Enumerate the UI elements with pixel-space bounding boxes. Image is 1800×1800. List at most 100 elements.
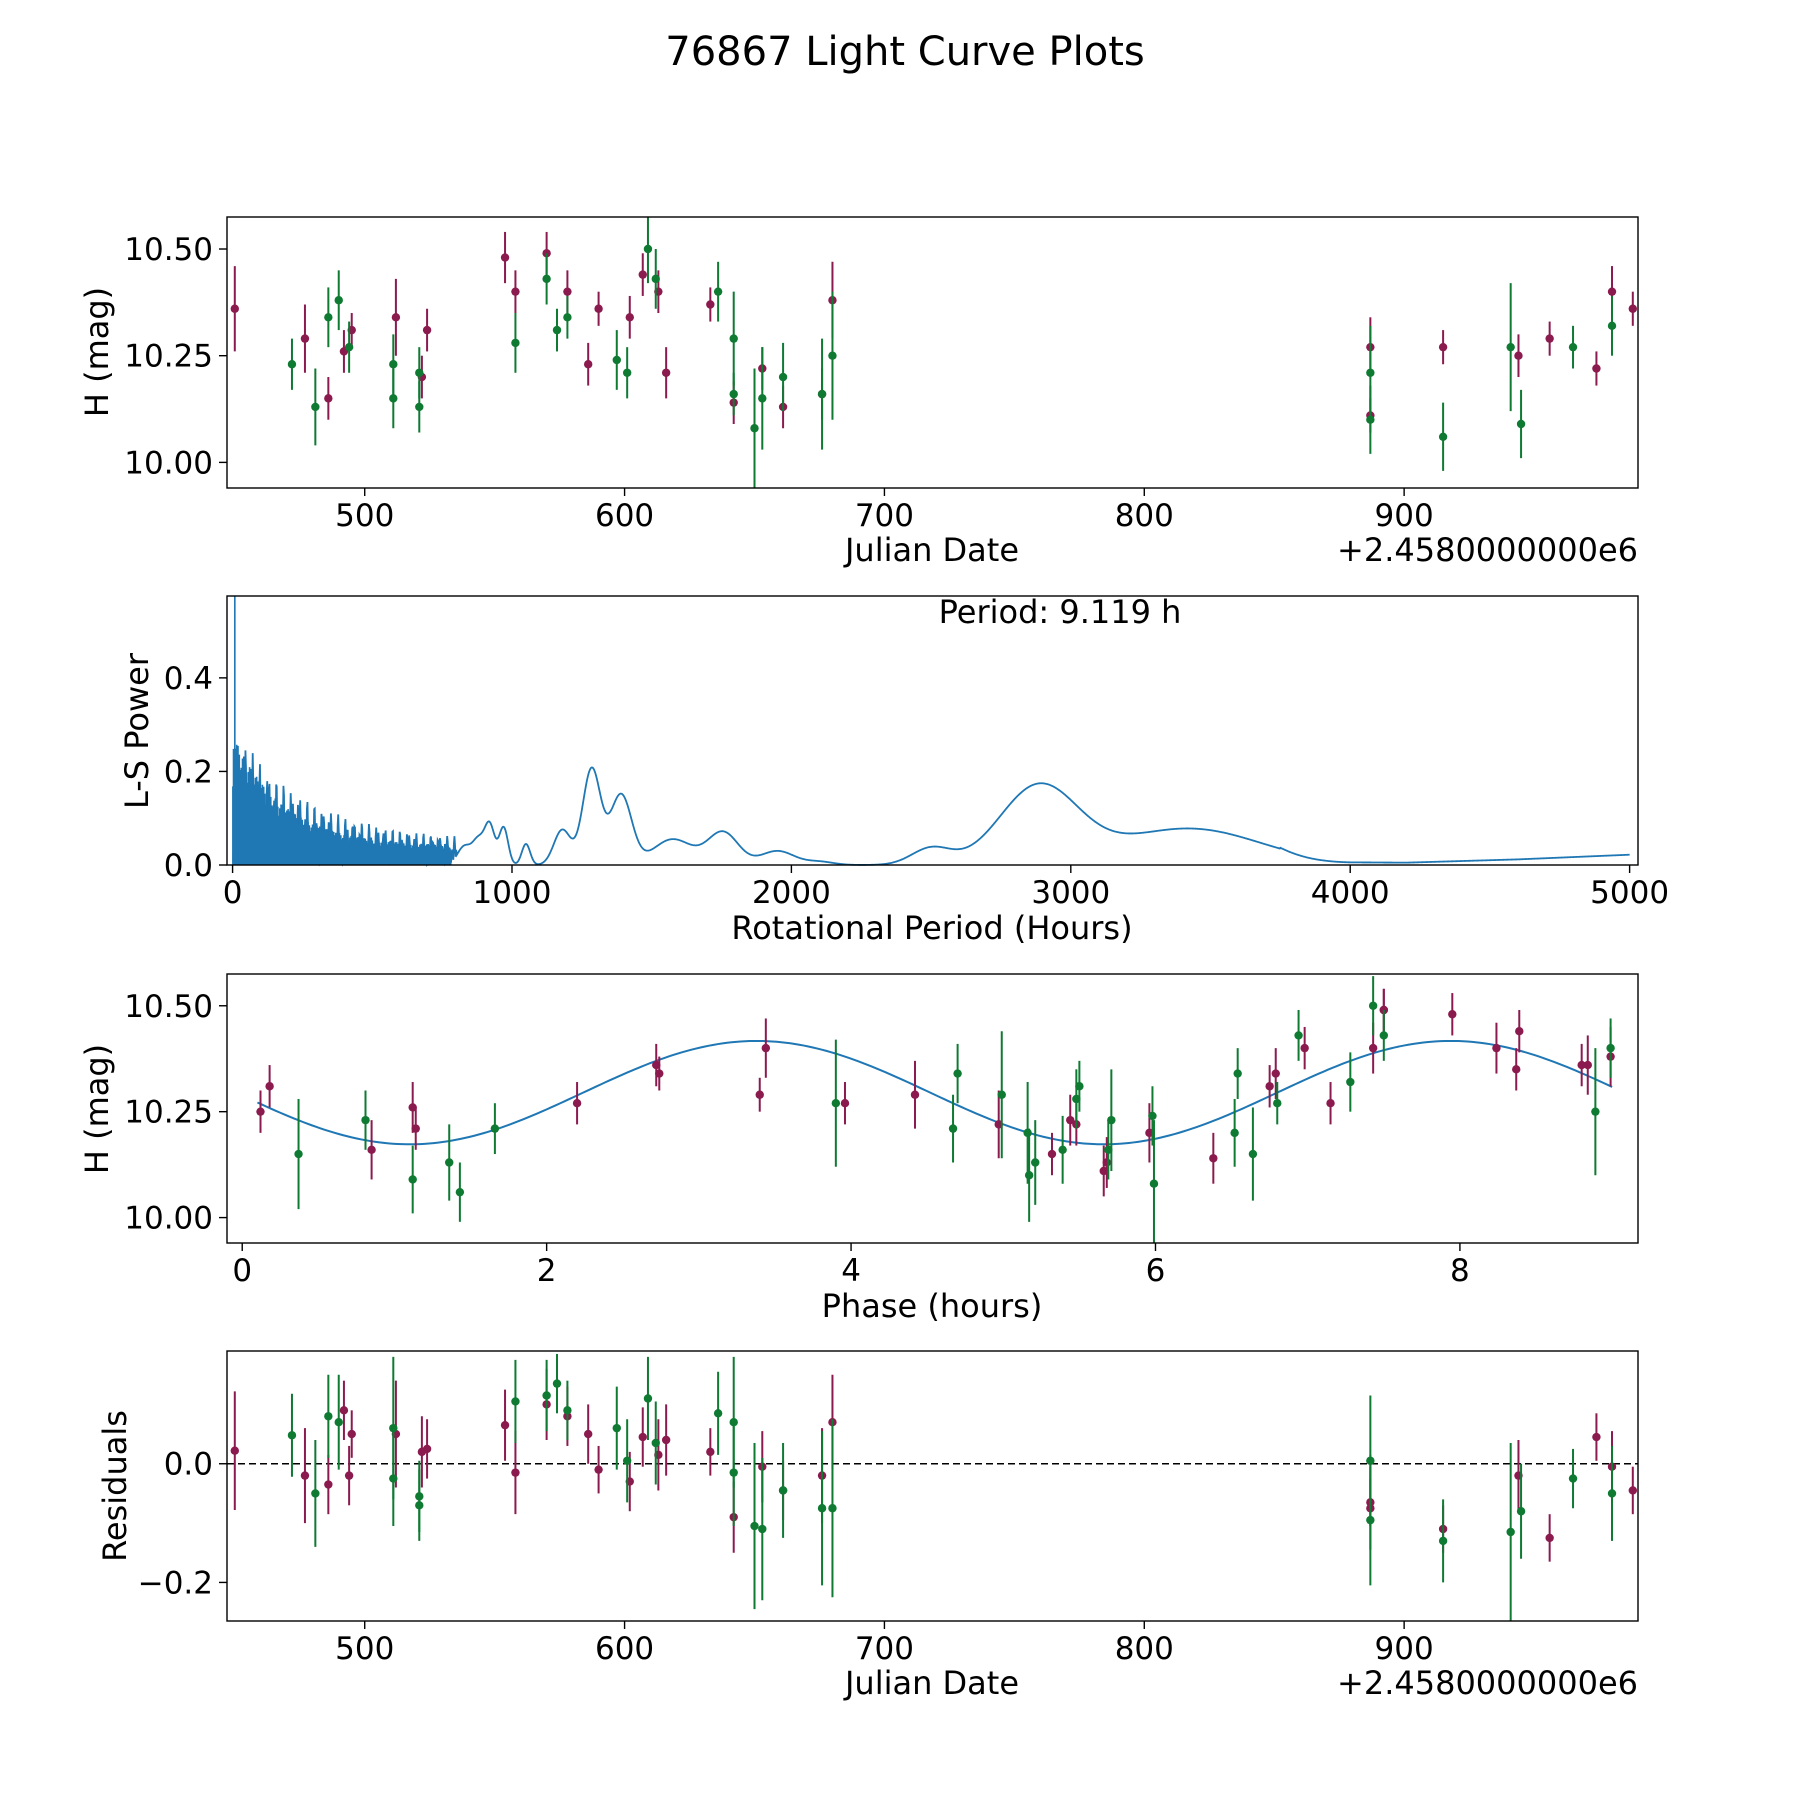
phased-ylabel: H (mag) xyxy=(78,1044,116,1174)
periodogram-axes-frame xyxy=(226,595,1639,866)
filter-b-point xyxy=(415,402,424,412)
filter-a-point xyxy=(563,287,572,296)
residuals-points xyxy=(227,1353,1638,1621)
y-tick-label: 0.4 xyxy=(164,661,213,697)
filter-b-point xyxy=(778,372,788,382)
filter-b-point xyxy=(1058,1145,1067,1155)
filter-b-point xyxy=(622,1456,632,1465)
filter-b-point xyxy=(415,368,424,377)
filter-a-point xyxy=(344,1471,354,1480)
y-tick-label: 10.00 xyxy=(124,445,213,481)
filter-a-point xyxy=(367,1145,376,1155)
filter-a-point xyxy=(500,253,510,262)
filter-b-point xyxy=(1024,1171,1034,1180)
x-tick-label: 700 xyxy=(855,498,914,534)
filter-a-point xyxy=(1628,1486,1638,1495)
lightcurve-axes-frame xyxy=(226,216,1639,489)
periodogram-line xyxy=(232,746,1630,868)
filter-a-point xyxy=(755,1090,764,1099)
period-annotation: Period: 9.119 h xyxy=(939,593,1182,631)
filter-a-point xyxy=(1368,1043,1378,1053)
periodogram-line-group xyxy=(232,596,1630,868)
filter-b-point xyxy=(1379,1031,1389,1040)
filter-a-point xyxy=(1607,287,1617,296)
y-tick-label: 0.2 xyxy=(164,754,213,790)
filter-b-point xyxy=(389,1474,398,1483)
filter-b-point xyxy=(612,355,621,365)
filter-b-point xyxy=(1516,1507,1526,1516)
filter-b-point xyxy=(1366,368,1375,377)
filter-a-point xyxy=(706,1447,715,1457)
filter-a-point xyxy=(1300,1043,1309,1053)
filter-b-point xyxy=(643,244,653,254)
filter-b-point xyxy=(287,360,297,369)
filter-b-point xyxy=(1107,1115,1116,1125)
y-tick-label: 10.50 xyxy=(124,989,213,1025)
filter-a-point xyxy=(661,1435,671,1445)
filter-b-point xyxy=(415,1501,424,1510)
filter-b-point xyxy=(563,1406,572,1415)
filter-a-point xyxy=(511,287,520,296)
filter-b-point xyxy=(511,338,520,348)
filter-a-point xyxy=(583,1429,593,1439)
filter-b-point xyxy=(828,351,837,360)
filter-b-point xyxy=(311,402,320,412)
periodogram-xlabel: Rotational Period (Hours) xyxy=(731,909,1132,947)
filter-b-point xyxy=(1438,1536,1448,1546)
filter-b-point xyxy=(1075,1082,1084,1091)
filter-a-point xyxy=(422,325,432,335)
x-tick-label: 900 xyxy=(1375,498,1434,534)
filter-a-point xyxy=(1492,1043,1501,1053)
filter-a-point xyxy=(324,394,333,403)
filter-b-point xyxy=(1149,1179,1159,1188)
x-tick-label: 0 xyxy=(223,875,243,911)
x-tick-label: 4 xyxy=(841,1253,861,1289)
filter-a-point xyxy=(339,1406,349,1415)
filter-a-point xyxy=(638,1432,647,1442)
filter-a-point xyxy=(594,304,603,313)
filter-b-point xyxy=(1294,1031,1303,1040)
filter-b-point xyxy=(1607,1489,1617,1498)
filter-b-point xyxy=(778,1486,788,1495)
filter-b-point xyxy=(1506,1527,1515,1537)
periodogram-short-period-forest xyxy=(232,596,452,865)
filter-b-point xyxy=(542,1391,551,1400)
periodogram-ticks: 0 1000 2000 3000 4000 5000 0.0 0.2 0.4 xyxy=(164,661,1669,911)
phased-ticks: 0 2 4 6 8 10.00 10.25 10.50 xyxy=(124,989,1470,1289)
filter-a-point xyxy=(411,1124,420,1133)
filter-b-point xyxy=(361,1115,370,1125)
filter-b-point xyxy=(1606,1043,1615,1053)
filter-a-point xyxy=(625,313,634,322)
lightcurve-points xyxy=(230,217,1638,488)
filter-a-point xyxy=(1545,1533,1554,1543)
filter-b-point xyxy=(729,389,738,399)
y-tick-label: 10.25 xyxy=(124,339,213,375)
filter-b-point xyxy=(455,1187,465,1197)
lightcurve-xlabel: Julian Date xyxy=(843,531,1019,569)
filter-a-point xyxy=(500,1420,510,1430)
filter-a-point xyxy=(1066,1115,1075,1125)
filter-b-point xyxy=(1591,1107,1600,1116)
filter-b-point xyxy=(643,1394,653,1403)
filter-b-point xyxy=(828,1504,837,1513)
filter-a-point xyxy=(324,1480,333,1489)
filter-a-point xyxy=(1592,364,1601,373)
filter-a-point xyxy=(638,270,647,279)
residuals-axes-frame xyxy=(226,1350,1639,1622)
figure-title: 76867 Light Curve Plots xyxy=(665,29,1144,75)
filter-b-point xyxy=(1607,321,1617,331)
filter-a-point xyxy=(1545,334,1554,343)
filter-a-point xyxy=(661,368,671,377)
filter-b-point xyxy=(563,313,572,322)
filter-b-point xyxy=(729,334,738,343)
filter-a-point xyxy=(583,360,593,369)
x-tick-label: 3000 xyxy=(1031,875,1110,911)
residuals-xlabel: Julian Date xyxy=(843,1664,1019,1702)
filter-b-point xyxy=(334,1418,343,1427)
phased-axes-frame xyxy=(226,973,1639,1244)
filter-a-point xyxy=(655,1069,664,1078)
filter-b-point xyxy=(490,1124,500,1133)
filter-b-point xyxy=(445,1158,454,1167)
filter-a-point xyxy=(1515,1026,1524,1036)
